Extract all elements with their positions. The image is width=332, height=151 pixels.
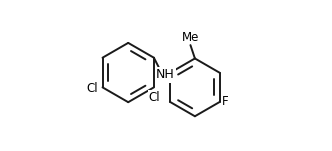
Text: Cl: Cl: [87, 82, 98, 95]
Text: NH: NH: [156, 68, 175, 81]
Text: Cl: Cl: [149, 91, 160, 104]
Text: F: F: [222, 95, 229, 108]
Text: Me: Me: [182, 31, 199, 44]
